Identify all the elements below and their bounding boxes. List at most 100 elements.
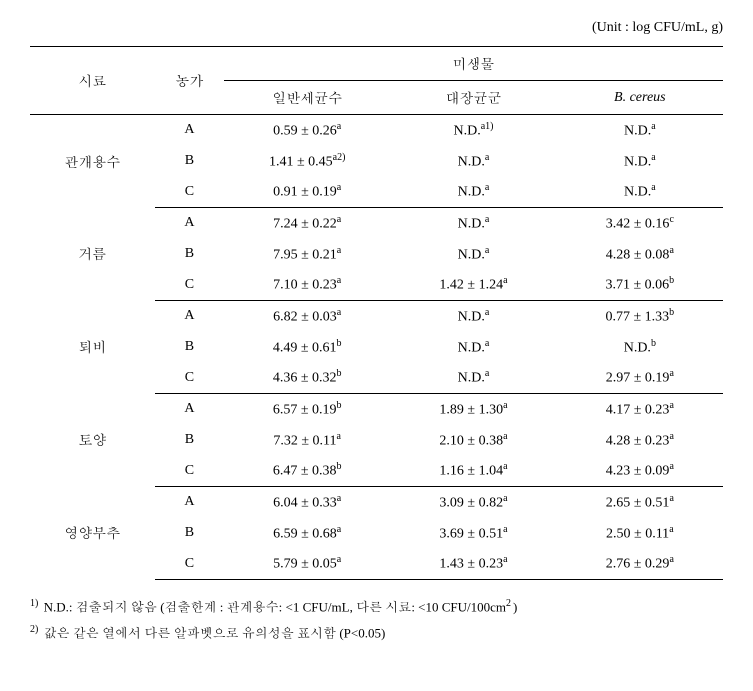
value-text: 4.49 ± 0.61 (273, 340, 337, 355)
cell-general: 0.59 ± 0.26a (224, 115, 390, 146)
table-row: 토양A6.57 ± 0.19b1.89 ± 1.30a4.17 ± 0.23a (30, 393, 723, 424)
cell-farm: C (155, 548, 224, 579)
value-sup: a (669, 554, 673, 565)
value-sup: a (669, 368, 673, 379)
cell-bcereus: 2.65 ± 0.51a (557, 486, 723, 517)
cell-ecoli: 1.42 ± 1.24a (390, 269, 556, 300)
unit-label: (Unit : log CFU/mL, g) (30, 20, 723, 36)
value-sup: a (503, 461, 507, 472)
header-bcereus-text: B. cereus (614, 90, 666, 105)
value-text: 7.10 ± 0.23 (273, 278, 337, 293)
cell-bcereus: 3.71 ± 0.06b (557, 269, 723, 300)
value-sup: c (669, 214, 673, 225)
value-sup: a (669, 400, 673, 411)
value-sup: a (337, 214, 341, 225)
cell-bcereus: N.D.a (557, 176, 723, 207)
value-text: 0.59 ± 0.26 (273, 124, 337, 139)
cell-ecoli: 2.10 ± 0.38a (390, 425, 556, 456)
value-sup: a (485, 307, 489, 318)
value-sup: a (651, 182, 655, 193)
cell-general: 6.57 ± 0.19b (224, 393, 390, 424)
cell-bcereus: 2.97 ± 0.19a (557, 362, 723, 393)
cell-farm: B (155, 239, 224, 270)
cell-ecoli: N.D.a (390, 239, 556, 270)
value-sup: a (485, 245, 489, 256)
cell-farm: C (155, 455, 224, 486)
cell-bcereus: N.D.a (557, 146, 723, 177)
cell-general: 5.79 ± 0.05a (224, 548, 390, 579)
header-general: 일반세균수 (224, 81, 390, 115)
header-bcereus: B. cereus (557, 81, 723, 115)
cell-bcereus: 4.28 ± 0.23a (557, 425, 723, 456)
value-text: 2.50 ± 0.11 (606, 526, 669, 541)
value-sup: b (337, 400, 342, 411)
value-text: 3.09 ± 0.82 (439, 496, 503, 511)
value-sup: a (503, 400, 507, 411)
cell-ecoli: 1.16 ± 1.04a (390, 455, 556, 486)
value-text: 4.36 ± 0.32 (273, 371, 337, 386)
header-row-1: 시료 농가 미생물 (30, 47, 723, 81)
value-sup: a (669, 245, 673, 256)
value-sup: b (651, 338, 656, 349)
cell-ecoli: N.D.a (390, 300, 556, 331)
cell-farm: A (155, 486, 224, 517)
header-sample: 시료 (30, 47, 155, 115)
value-sup: a (669, 493, 673, 504)
cell-ecoli: 1.43 ± 0.23a (390, 548, 556, 579)
footnote-2-sup: 2) (30, 624, 38, 635)
value-sup: a (337, 182, 341, 193)
cell-farm: B (155, 518, 224, 549)
cell-ecoli: N.D.a1) (390, 115, 556, 146)
value-text: N.D. (458, 310, 485, 325)
footnote-1: 1) N.D.: 검출되지 않음 (검출한계 : 관계용수: <1 CFU/mL… (30, 594, 723, 620)
value-text: N.D. (458, 154, 485, 169)
cell-general: 4.36 ± 0.32b (224, 362, 390, 393)
value-text: 7.24 ± 0.22 (273, 217, 337, 232)
cell-general: 6.59 ± 0.68a (224, 518, 390, 549)
value-text: 2.97 ± 0.19 (606, 371, 670, 386)
value-sup: a (337, 524, 341, 535)
value-sup: a (337, 307, 341, 318)
value-sup: a (485, 338, 489, 349)
value-text: 4.23 ± 0.09 (606, 464, 670, 479)
value-text: 2.76 ± 0.29 (606, 557, 670, 572)
value-sup: a (337, 121, 341, 132)
value-text: 4.28 ± 0.08 (606, 247, 670, 262)
cell-general: 0.91 ± 0.19a (224, 176, 390, 207)
value-text: 1.41 ± 0.45 (269, 154, 333, 169)
footnote-1-sup: 1) (30, 598, 38, 609)
cell-ecoli: N.D.a (390, 176, 556, 207)
cell-ecoli: N.D.a (390, 362, 556, 393)
header-ecoli: 대장균군 (390, 81, 556, 115)
cell-general: 6.82 ± 0.03a (224, 300, 390, 331)
value-sup: a2) (333, 152, 346, 163)
value-text: N.D. (458, 217, 485, 232)
value-text: 3.42 ± 0.16 (606, 217, 670, 232)
cell-ecoli: 1.89 ± 1.30a (390, 393, 556, 424)
value-sup: a (337, 431, 341, 442)
table-row: 영양부추A6.04 ± 0.33a3.09 ± 0.82a2.65 ± 0.51… (30, 486, 723, 517)
cell-bcereus: 4.17 ± 0.23a (557, 393, 723, 424)
value-sup: a1) (481, 121, 494, 132)
cell-general: 7.24 ± 0.22a (224, 207, 390, 238)
value-sup: a (651, 121, 655, 132)
value-sup: a (337, 245, 341, 256)
value-text: 3.69 ± 0.51 (439, 526, 503, 541)
value-text: 2.65 ± 0.51 (606, 496, 670, 511)
value-sup: b (669, 275, 674, 286)
cell-sample: 퇴비 (30, 300, 155, 393)
value-sup: a (669, 431, 673, 442)
value-text: 6.04 ± 0.33 (273, 496, 337, 511)
value-sup: a (485, 368, 489, 379)
value-sup: a (669, 524, 673, 535)
value-text: 6.59 ± 0.68 (273, 526, 337, 541)
footnote-1-tail: ) (513, 599, 517, 614)
cell-general: 7.10 ± 0.23a (224, 269, 390, 300)
cell-sample: 영양부추 (30, 486, 155, 579)
table-row: 거름A7.24 ± 0.22aN.D.a3.42 ± 0.16c (30, 207, 723, 238)
cell-ecoli: N.D.a (390, 146, 556, 177)
cell-ecoli: N.D.a (390, 207, 556, 238)
cell-bcereus: 2.50 ± 0.11a (557, 518, 723, 549)
cell-farm: C (155, 362, 224, 393)
cell-general: 7.32 ± 0.11a (224, 425, 390, 456)
